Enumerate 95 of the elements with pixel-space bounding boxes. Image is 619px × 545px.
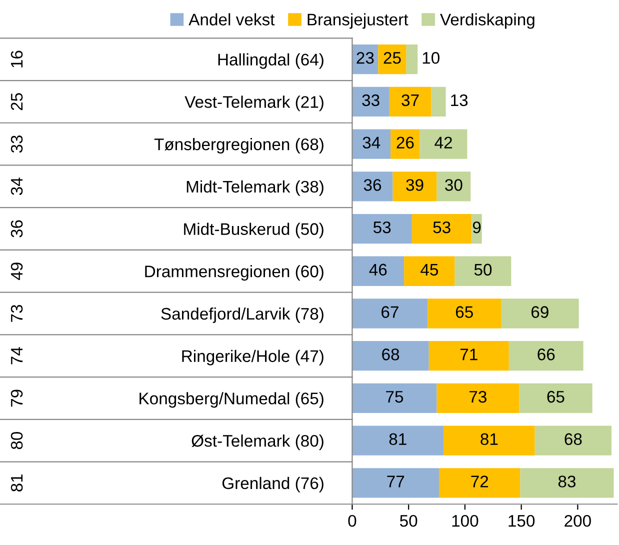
data-label: 65 (456, 306, 473, 318)
text: 49 (10, 262, 23, 280)
text: 73 (10, 304, 23, 322)
data-label: 26 (396, 136, 414, 149)
data-label: 39 (406, 179, 424, 191)
bar (439, 468, 520, 498)
x-tick-label: 50 (400, 514, 418, 527)
bar (389, 86, 432, 117)
bar (352, 172, 393, 202)
bar (431, 86, 446, 117)
text: 25 (10, 93, 23, 110)
text: 36 (10, 220, 23, 238)
y-tick-label: Drammensregionen (60) (145, 265, 324, 281)
bar (392, 172, 437, 202)
data-label: 34 (362, 136, 380, 149)
text: 74 (11, 347, 23, 364)
bar (404, 256, 455, 286)
data-label: 68 (564, 433, 582, 446)
bar (420, 129, 468, 159)
bar (472, 214, 482, 244)
legend-label: Bransjejustert (308, 13, 408, 29)
text: 33 (10, 136, 23, 153)
y-tick-label: Kongsberg/Numedal (65) (140, 392, 324, 408)
data-label: 30 (445, 179, 462, 191)
bar (534, 426, 612, 456)
bar (352, 341, 429, 371)
data-label: 69 (531, 306, 548, 318)
bar (428, 298, 502, 328)
data-label: 9 (472, 221, 481, 234)
data-label: 81 (389, 433, 406, 446)
data-label: 68 (382, 348, 400, 360)
bar (501, 298, 579, 328)
data-label: 71 (460, 348, 478, 360)
data-label: 83 (558, 476, 576, 488)
data-label: 33 (362, 94, 380, 106)
data-label: 37 (402, 94, 419, 106)
bar (352, 383, 437, 414)
data-label: 10 (422, 52, 440, 64)
data-label: 75 (386, 391, 404, 403)
y-tick-label: Sandefjord/Larvik (78) (161, 307, 324, 323)
x-tick-label: 200 (564, 514, 591, 527)
text: 16 (10, 50, 23, 68)
x-tick-label: 100 (452, 514, 478, 527)
text: 79 (10, 390, 23, 407)
bar (390, 129, 420, 159)
text: 34 (10, 178, 23, 196)
data-label: 23 (356, 52, 374, 64)
data-label: 81 (480, 433, 498, 446)
bar (352, 256, 404, 286)
text: 80 (10, 432, 23, 450)
data-label: 72 (471, 476, 488, 488)
bar (352, 129, 391, 159)
bar (352, 86, 390, 117)
data-label: 65 (547, 390, 564, 403)
data-label: 13 (451, 94, 468, 106)
data-label: 45 (420, 264, 438, 276)
bar (519, 383, 592, 414)
data-label: 66 (538, 348, 555, 360)
data-label: 42 (434, 136, 452, 148)
bar (508, 341, 584, 371)
data-label: 53 (373, 221, 391, 234)
data-label: 53 (433, 221, 450, 234)
bar (436, 172, 471, 202)
bar (428, 341, 509, 371)
y-tick-label: Midt-Buskerud (50) (184, 222, 324, 238)
bar (444, 426, 535, 456)
data-label: 77 (387, 476, 404, 488)
bar (352, 298, 428, 328)
y-tick-label: Øst-Telemark (80) (192, 434, 324, 450)
legend-label: Andel vekst (188, 13, 275, 26)
y-tick-label: Vest-Telemark (21) (184, 96, 324, 112)
bar (352, 426, 444, 456)
y-tick-label: Ringerike/Hole (47) (182, 350, 324, 366)
data-label: 50 (474, 264, 492, 276)
y-tick-label: Grenland (76) (222, 476, 324, 492)
bar (520, 468, 614, 498)
y-tick-label: Midt-Telemark (38) (186, 180, 324, 196)
legend-label: Verdiskaping (440, 13, 534, 29)
text: 81 (10, 474, 23, 492)
data-label: 25 (384, 52, 401, 64)
data-label: 73 (470, 390, 486, 403)
y-tick-label: Tønsbergregionen (68) (154, 138, 324, 154)
bar (436, 383, 520, 414)
x-tick-label: 0 (348, 514, 356, 527)
bar (378, 44, 406, 74)
y-tick-label: Hallingdal (64) (218, 53, 324, 69)
data-label: 36 (364, 179, 382, 191)
bar (352, 468, 440, 498)
bar (412, 214, 472, 244)
data-label: 67 (382, 306, 398, 318)
data-label: 46 (369, 264, 387, 276)
x-tick-label: 150 (508, 514, 535, 527)
bar (406, 44, 418, 74)
bar (454, 256, 512, 286)
bar (352, 214, 412, 244)
